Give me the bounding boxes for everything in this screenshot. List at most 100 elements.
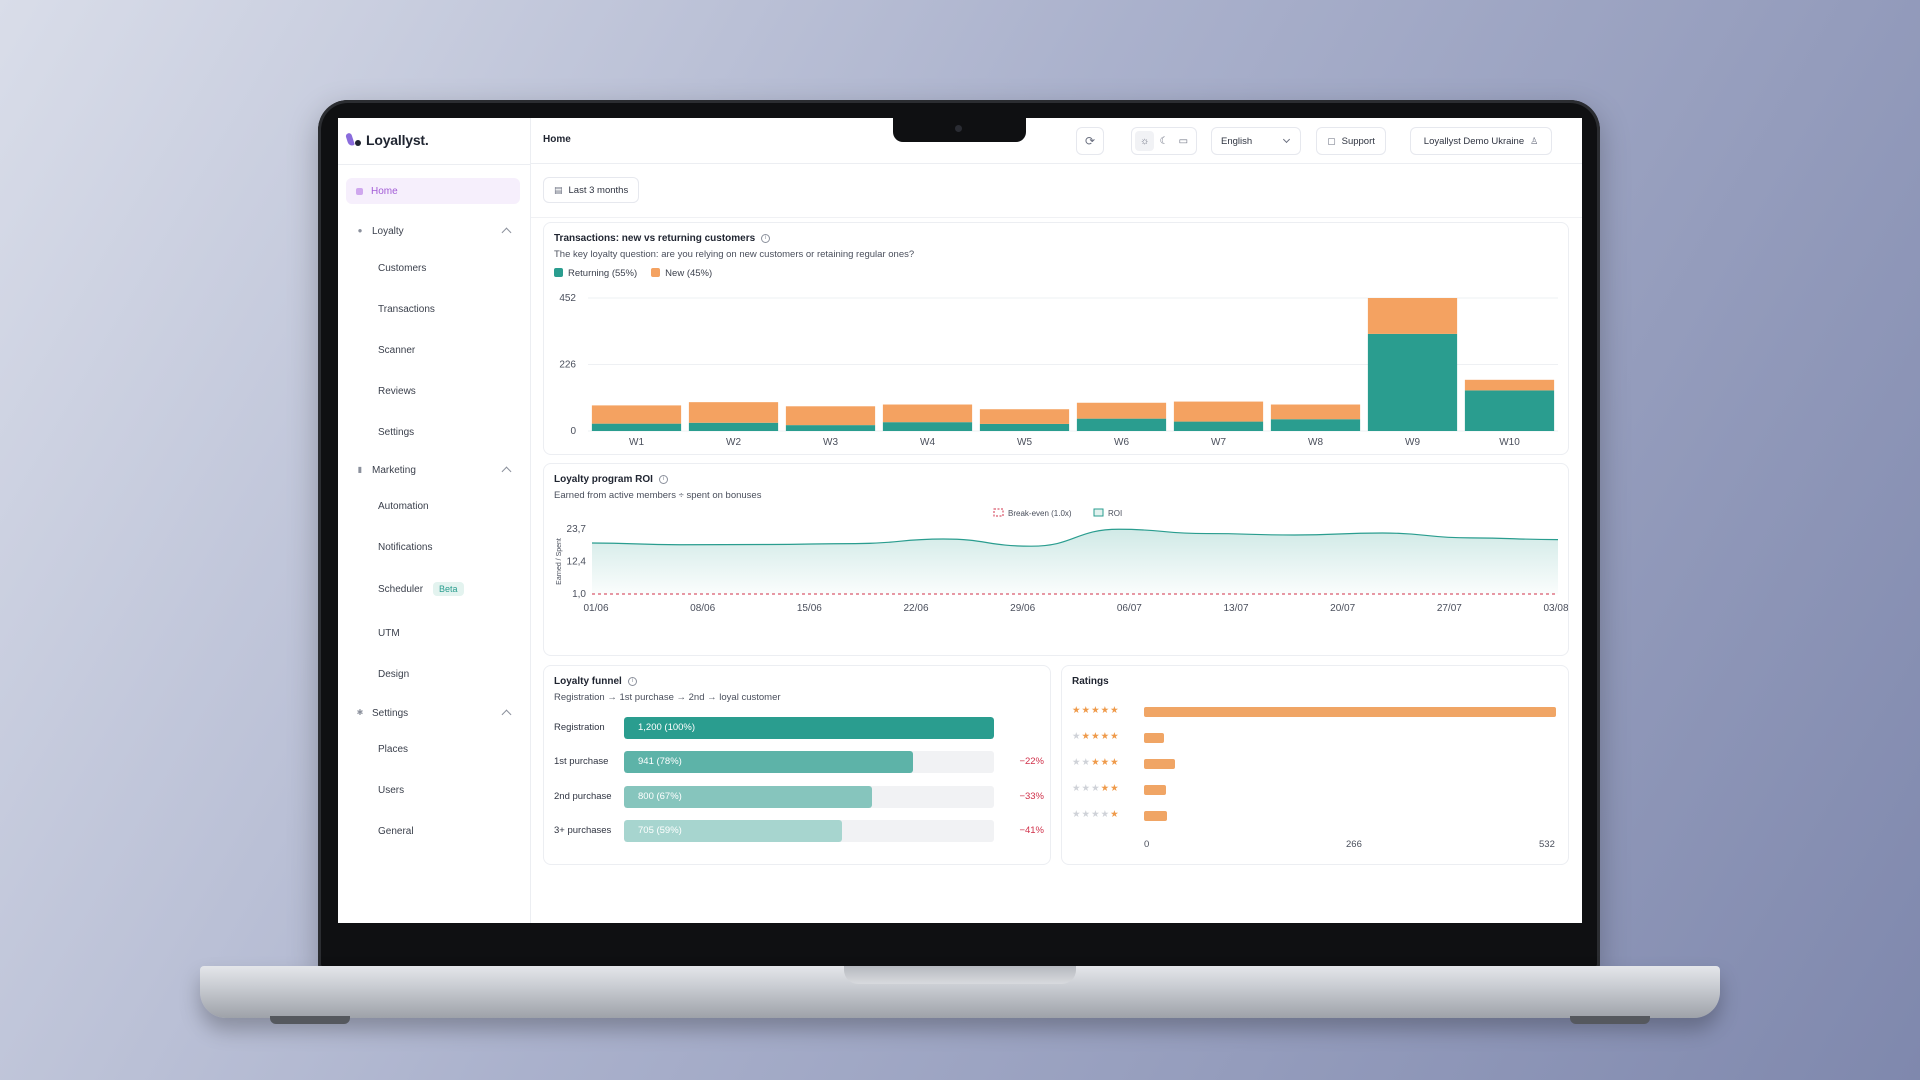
loyalty-icon: ● xyxy=(357,226,363,235)
bar-new[interactable] xyxy=(1367,298,1458,334)
funnel-track[interactable]: 1,200 (100%) xyxy=(624,717,994,739)
rating-row: ★★★★★ xyxy=(1072,783,1562,796)
bar-new[interactable] xyxy=(785,406,876,426)
bar-new[interactable] xyxy=(1270,404,1361,420)
monitor-icon[interactable]: ▭ xyxy=(1178,135,1189,147)
bar-returning[interactable] xyxy=(1270,419,1361,431)
funnel-label: 1st purchase xyxy=(554,756,609,767)
sidebar-item-utm[interactable]: UTM xyxy=(378,628,400,639)
sidebar-item-places[interactable]: Places xyxy=(378,744,408,755)
bar-returning[interactable] xyxy=(1464,390,1555,431)
rating-bar[interactable] xyxy=(1144,785,1166,795)
info-icon[interactable]: i xyxy=(658,475,668,484)
funnel-row: Registration 1,200 (100%) xyxy=(554,717,1044,739)
sidebar-item-notifications[interactable]: Notifications xyxy=(378,542,432,553)
rating-bar[interactable] xyxy=(1144,811,1168,821)
bar-new[interactable] xyxy=(1076,402,1167,419)
sidebar-item-automation[interactable]: Automation xyxy=(378,501,429,512)
roi-area xyxy=(592,529,1558,594)
bar-returning[interactable] xyxy=(688,422,779,431)
bar-new[interactable] xyxy=(1173,401,1264,422)
info-icon[interactable]: i xyxy=(627,677,637,686)
sidebar-item-label: Reviews xyxy=(378,386,416,397)
bar-new[interactable] xyxy=(688,402,779,423)
sidebar-item-design[interactable]: Design xyxy=(378,669,409,680)
rating-bar[interactable] xyxy=(1144,733,1165,743)
home-icon xyxy=(356,187,363,195)
sidebar-item-label: UTM xyxy=(378,628,400,639)
rating-bar[interactable] xyxy=(1144,759,1175,769)
sidebar-item-label: Customers xyxy=(378,263,427,274)
sidebar-item-scanner[interactable]: Scanner xyxy=(378,345,415,356)
bar-returning[interactable] xyxy=(591,423,682,431)
x-tick-label: 27/07 xyxy=(1437,603,1462,614)
roi-line[interactable] xyxy=(591,528,1559,547)
x-tick-label: 03/08 xyxy=(1543,603,1568,614)
x-tick-label: 20/07 xyxy=(1330,603,1355,614)
bar-new[interactable] xyxy=(591,405,682,424)
legend-item-returning[interactable]: Returning (55%) xyxy=(554,268,637,279)
star-icons: ★★★★★ xyxy=(1072,757,1120,768)
legend-swatch xyxy=(554,268,563,277)
sidebar-item-scheduler[interactable]: Scheduler Beta xyxy=(378,582,464,596)
bar-returning[interactable] xyxy=(1367,333,1458,431)
moon-icon[interactable]: ☾ xyxy=(1159,135,1169,147)
bar-returning[interactable] xyxy=(1173,421,1264,431)
funnel-value: 941 (78%) xyxy=(638,756,682,767)
date-range-value: Last 3 months xyxy=(568,184,629,196)
refresh-button[interactable]: ⟳ xyxy=(1076,127,1104,155)
bar-returning[interactable] xyxy=(979,423,1070,431)
sidebar-group-marketing[interactable]: ▮ Marketing xyxy=(346,460,520,480)
account-menu[interactable]: Loyallyst Demo Ukraine ♙ xyxy=(1410,127,1552,155)
rating-row: ★★★★★ xyxy=(1072,809,1562,822)
sun-icon[interactable]: ☼ xyxy=(1135,131,1155,151)
date-range-picker[interactable]: ▤ Last 3 months xyxy=(543,177,640,203)
ratings-card: Ratings ★★★★★ ★★★★★ ★★★★★ ★★★★★ ★★★★★ 0 266 … xyxy=(1061,665,1569,865)
bar-new[interactable] xyxy=(882,404,973,423)
sidebar-group-settings[interactable]: ✱ Settings xyxy=(346,703,520,723)
funnel-label: Registration xyxy=(554,722,605,733)
legend-label: Returning (55%) xyxy=(568,268,638,279)
bar-returning[interactable] xyxy=(882,422,973,431)
sidebar-item-customers[interactable]: Customers xyxy=(378,263,426,274)
sidebar-item-users[interactable]: Users xyxy=(378,785,404,796)
sidebar-divider xyxy=(338,164,530,165)
funnel-drop: −33% xyxy=(1019,791,1044,802)
y-axis-title: Earned / Spent xyxy=(556,538,563,585)
bar-new[interactable] xyxy=(1464,379,1555,391)
transactions-subtitle: The key loyalty question: are you relyin… xyxy=(554,249,915,260)
language-select[interactable]: English xyxy=(1211,127,1301,155)
main-content: ▤ Last 3 months Transactions: new vs ret… xyxy=(531,165,1582,923)
brand-logo[interactable]: Loyallyst. xyxy=(345,132,429,148)
sidebar-item-loyalty-settings[interactable]: Settings xyxy=(378,427,414,438)
sidebar-item-reviews[interactable]: Reviews xyxy=(378,386,416,397)
funnel-track[interactable]: 941 (78%) xyxy=(624,751,994,773)
funnel-value: 705 (59%) xyxy=(638,825,682,836)
legend-item-new[interactable]: New (45%) xyxy=(651,268,712,279)
rating-row: ★★★★★ xyxy=(1072,757,1562,770)
support-button[interactable]: ▢ Support xyxy=(1316,127,1386,155)
funnel-track[interactable]: 705 (59%) xyxy=(624,820,994,842)
bar-new[interactable] xyxy=(979,409,1070,424)
laptop-foot-right xyxy=(1570,1016,1650,1024)
star-icons: ★★★★★ xyxy=(1072,705,1120,716)
sidebar-item-home[interactable]: Home xyxy=(346,178,520,204)
funnel-track[interactable]: 800 (67%) xyxy=(624,786,994,808)
funnel-fill xyxy=(624,751,913,773)
info-icon[interactable]: i xyxy=(761,234,771,243)
sidebar-group-loyalty[interactable]: ● Loyalty xyxy=(346,221,520,241)
sidebar-item-transactions[interactable]: Transactions xyxy=(378,304,435,315)
x-tick-label: W10 xyxy=(1499,437,1520,448)
funnel-label: 3+ purchases xyxy=(554,825,612,836)
rating-bar[interactable] xyxy=(1144,707,1556,717)
sidebar-item-label: Notifications xyxy=(378,542,433,553)
bar-returning[interactable] xyxy=(1076,418,1167,431)
x-tick-label: 01/06 xyxy=(583,603,608,614)
x-tick-label: 15/06 xyxy=(797,603,822,614)
sidebar-item-general[interactable]: General xyxy=(378,826,414,837)
star-icons: ★★★★★ xyxy=(1072,731,1120,742)
funnel-fill xyxy=(624,786,872,808)
funnel-title: Loyalty funnel xyxy=(554,676,622,687)
bar-returning[interactable] xyxy=(785,425,876,431)
rating-row: ★★★★★ xyxy=(1072,705,1562,718)
